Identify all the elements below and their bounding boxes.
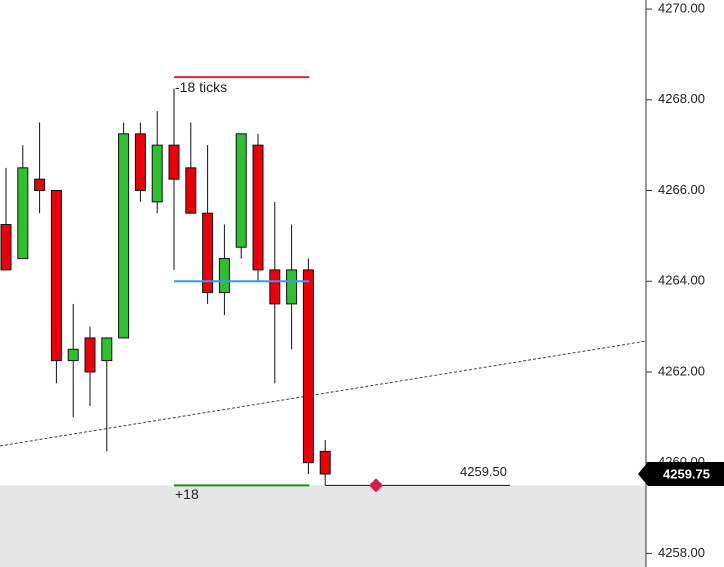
price-badge-label: 4259.75 bbox=[663, 466, 710, 481]
y-tick-label: 4258.00 bbox=[658, 545, 705, 560]
y-tick-label: 4268.00 bbox=[658, 91, 705, 106]
candle-body bbox=[0, 224, 12, 271]
candle-body bbox=[101, 337, 113, 362]
y-tick-label: 4264.00 bbox=[658, 273, 705, 288]
order-label: -18 ticks bbox=[175, 79, 227, 95]
y-tick-label: 4270.00 bbox=[658, 1, 705, 16]
candle-body bbox=[17, 167, 29, 260]
trendline bbox=[0, 340, 647, 447]
candle-body bbox=[34, 178, 46, 192]
candle-body bbox=[118, 133, 130, 339]
candle-body bbox=[84, 337, 96, 373]
order-label: +18 bbox=[175, 486, 199, 502]
candle-body bbox=[252, 144, 264, 271]
candle-body bbox=[269, 269, 281, 305]
y-tick-label: 4262.00 bbox=[658, 363, 705, 378]
candle-body bbox=[50, 190, 62, 362]
price-badge bbox=[638, 462, 724, 487]
y-tick-label: 4266.00 bbox=[658, 182, 705, 197]
candle-body bbox=[302, 269, 314, 464]
shaded-zone bbox=[0, 485, 646, 567]
candle-body bbox=[151, 144, 163, 203]
candle-body bbox=[218, 258, 230, 294]
candle-body bbox=[235, 133, 247, 248]
position-label: 4259.50 bbox=[460, 464, 507, 479]
entry-marker bbox=[368, 478, 384, 493]
candle-body bbox=[168, 144, 180, 180]
candle-body bbox=[134, 133, 146, 192]
candle-body bbox=[286, 269, 298, 305]
candle-body bbox=[185, 167, 197, 214]
candle-body bbox=[319, 450, 331, 475]
candle-body bbox=[202, 212, 214, 294]
candle-body bbox=[67, 348, 79, 362]
